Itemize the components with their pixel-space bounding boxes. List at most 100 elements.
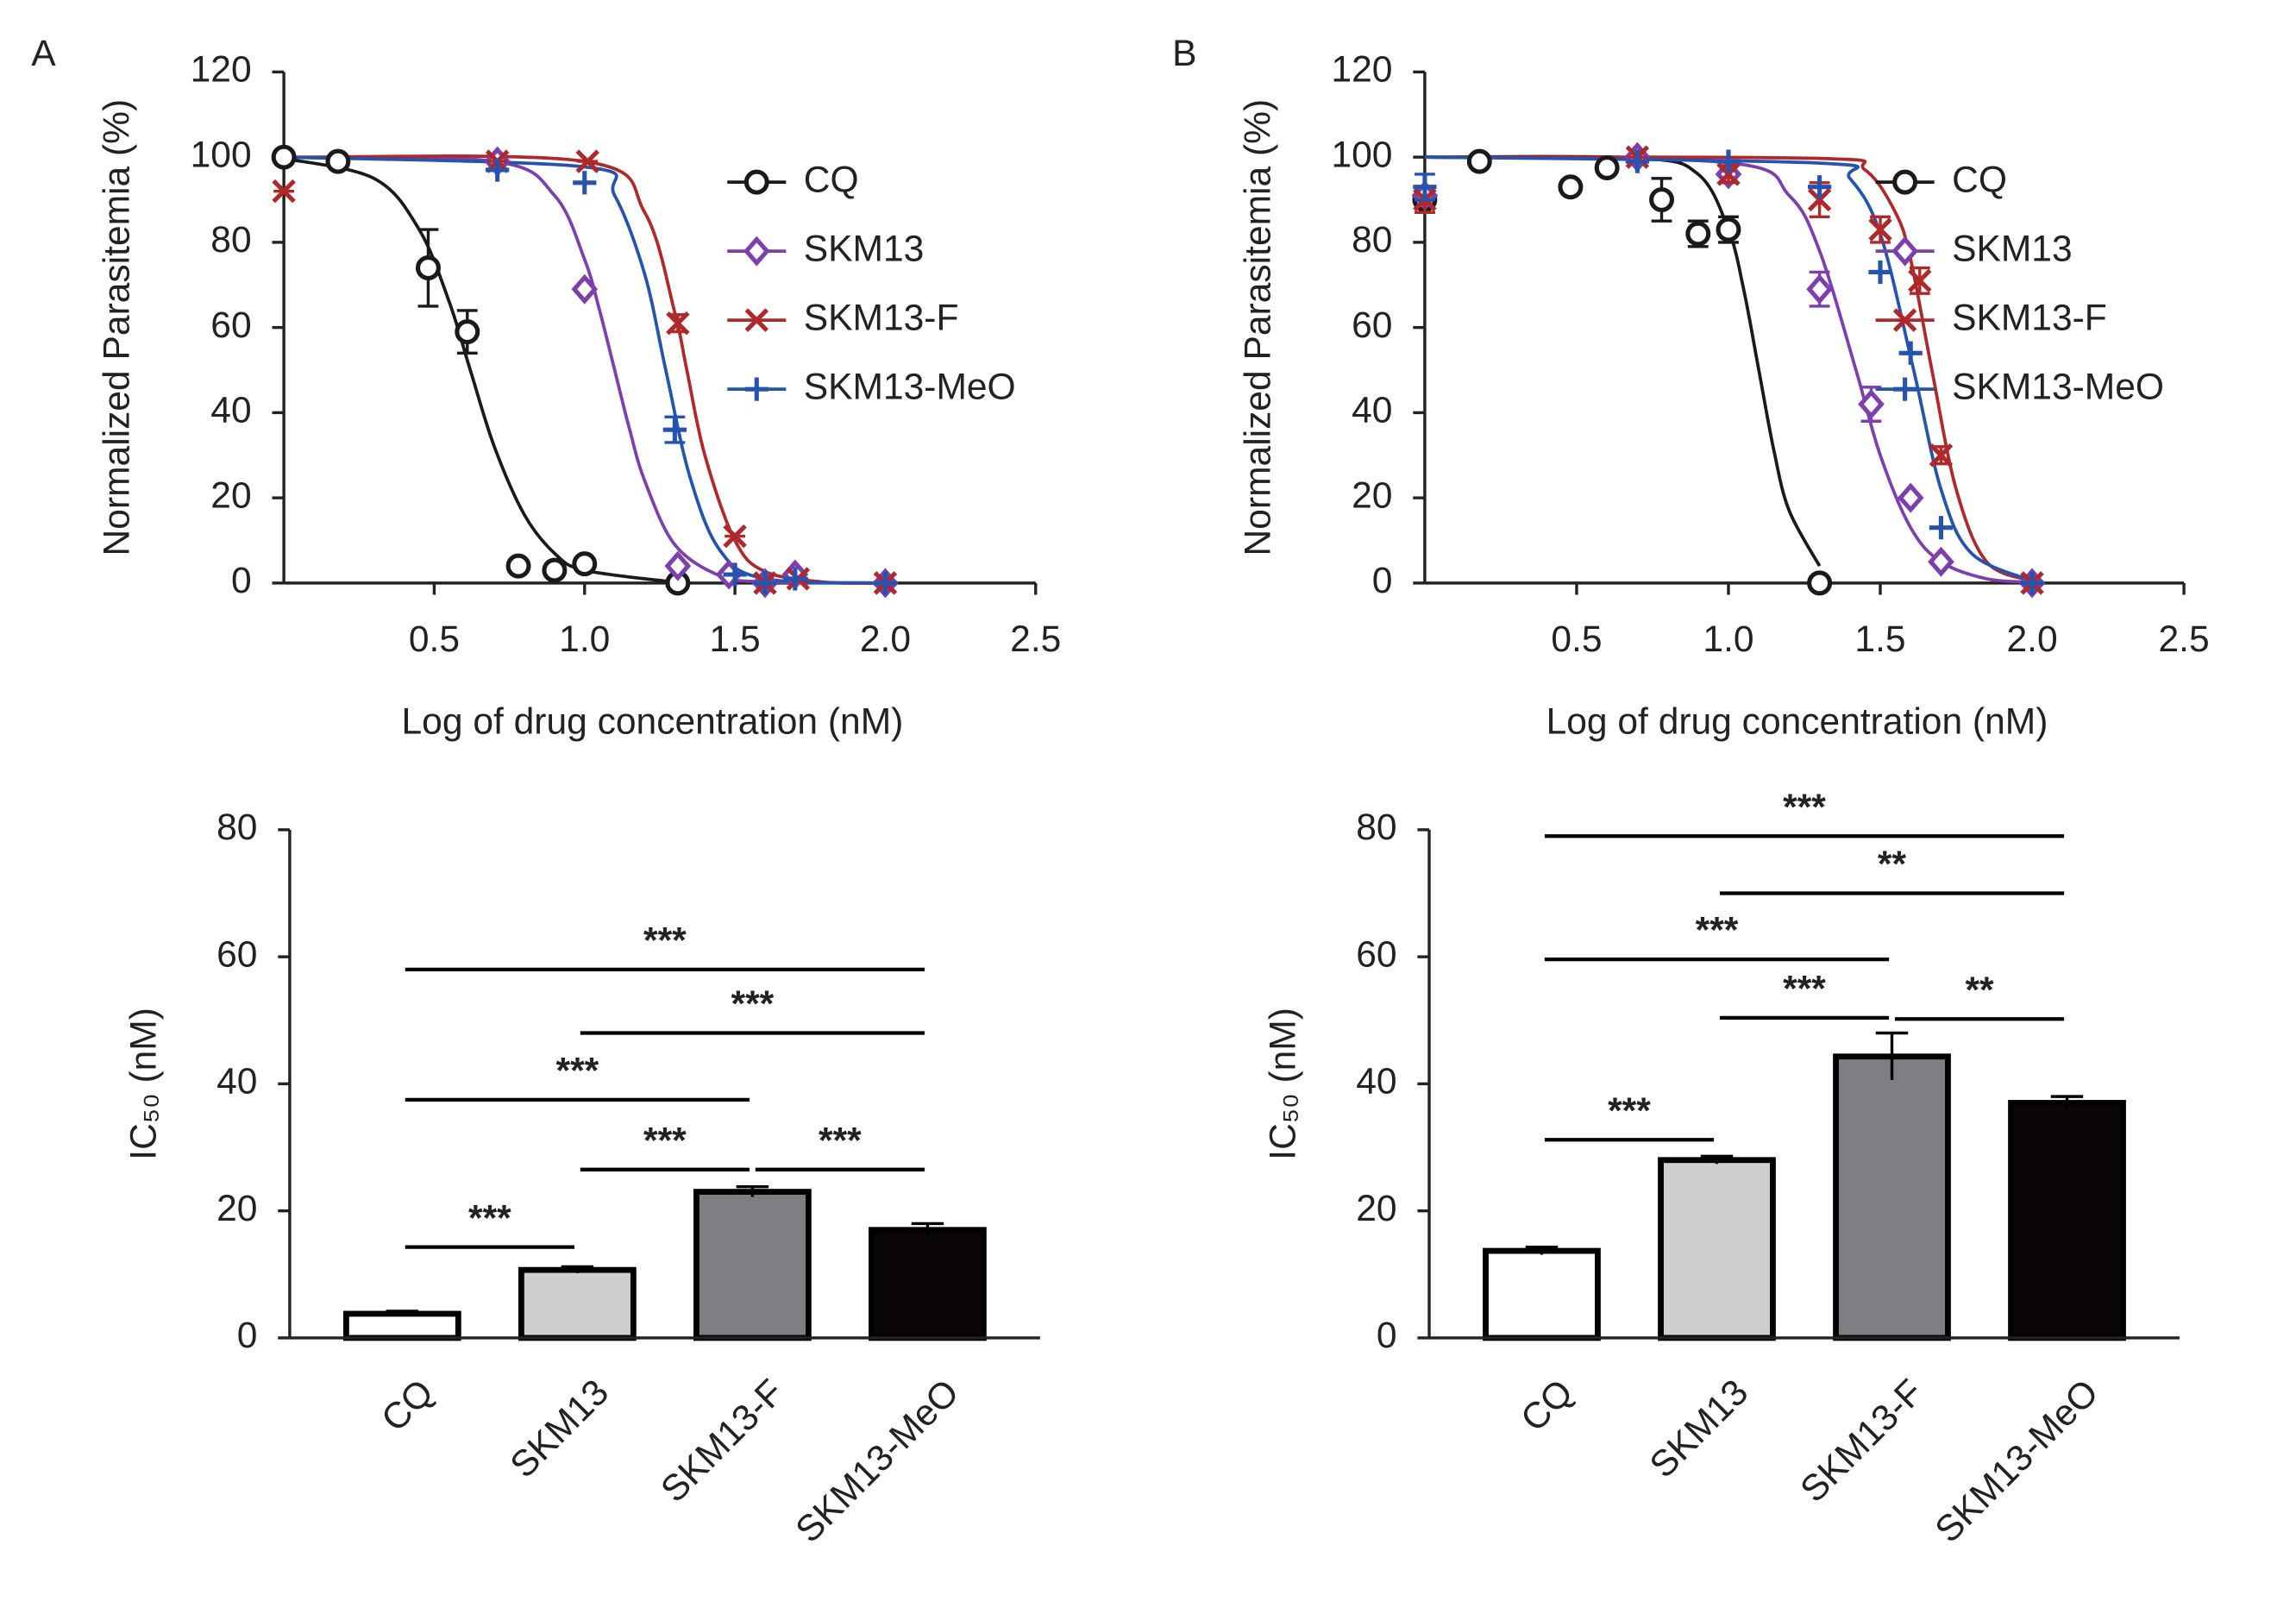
y-axis-label: IC₅₀ (nM) xyxy=(122,1008,164,1160)
x-tick-label: SKM13-MeO xyxy=(787,1372,967,1551)
legend-label: SKM13-F xyxy=(1952,297,2107,338)
y-tick-label: 40 xyxy=(210,390,251,431)
x-tick-label: 0.5 xyxy=(1551,619,1602,660)
marker xyxy=(542,557,568,583)
legend-label: CQ xyxy=(1952,159,2007,200)
y-tick-label: 0 xyxy=(1372,560,1393,601)
y-axis-label: IC₅₀ (nM) xyxy=(1262,1008,1303,1160)
y-tick-label: 60 xyxy=(1352,305,1392,346)
significance-label: *** xyxy=(643,1120,687,1161)
marker xyxy=(1928,546,1954,577)
legend-marker xyxy=(744,377,768,401)
marker xyxy=(572,551,598,577)
significance-label: ** xyxy=(1965,970,1994,1011)
error-bar xyxy=(2050,1095,2084,1109)
error-bar xyxy=(1525,1245,1559,1255)
y-tick-label: 100 xyxy=(191,134,252,175)
marker xyxy=(2020,571,2044,595)
x-tick-label: SKM13-F xyxy=(1792,1372,1931,1510)
error-bar xyxy=(561,1265,594,1273)
error-bar xyxy=(1875,1031,1909,1080)
marker xyxy=(455,319,480,345)
marker xyxy=(325,148,351,174)
x-tick-label: 1.5 xyxy=(710,619,761,660)
bar xyxy=(2008,1100,2126,1341)
marker xyxy=(1868,217,1892,242)
legend-marker xyxy=(743,236,770,267)
marker xyxy=(415,255,441,280)
marker xyxy=(1908,268,1932,293)
bar xyxy=(1658,1157,1776,1341)
y-tick-label: 0 xyxy=(231,560,252,601)
significance-label: *** xyxy=(1696,910,1739,951)
error-bar xyxy=(911,1221,944,1237)
marker xyxy=(723,524,747,549)
y-tick-label: 20 xyxy=(1352,474,1392,516)
fit-curve xyxy=(284,154,886,586)
x-tick-label: 2.0 xyxy=(860,619,911,660)
marker xyxy=(666,311,690,336)
significance-label: *** xyxy=(1783,787,1826,828)
x-tick-label: SKM13-F xyxy=(653,1372,792,1510)
bar xyxy=(693,1189,812,1341)
y-tick-label: 20 xyxy=(210,474,251,516)
marker xyxy=(1929,516,1954,540)
legend-label: SKM13 xyxy=(1952,228,2073,269)
x-tick-label: 1.0 xyxy=(1703,619,1753,660)
significance-label: *** xyxy=(1783,968,1826,1009)
marker xyxy=(575,149,599,173)
x-axis-label: Log of drug concentration (nM) xyxy=(402,701,904,743)
legend-marker xyxy=(1892,169,1918,195)
x-tick-label: CQ xyxy=(373,1372,442,1440)
y-tick-label: 60 xyxy=(216,933,257,975)
error-bar xyxy=(386,1309,419,1316)
significance-label: *** xyxy=(643,920,687,961)
fit-curve xyxy=(283,156,675,584)
fit-curve xyxy=(1424,154,1822,568)
significance-label: *** xyxy=(1608,1090,1651,1132)
bar xyxy=(518,1266,637,1341)
x-tick-label: 2.5 xyxy=(2159,619,2210,660)
x-axis-label: Log of drug concentration (nM) xyxy=(1546,701,2048,743)
bar xyxy=(1483,1247,1601,1341)
legend-marker xyxy=(1891,236,1918,267)
marker xyxy=(873,571,898,595)
y-tick-label: 40 xyxy=(1352,390,1392,431)
y-tick-label: 60 xyxy=(210,305,251,346)
marker xyxy=(505,553,531,579)
legend-label: SKM13-F xyxy=(804,297,959,338)
x-tick-label: SKM13 xyxy=(1642,1372,1757,1486)
bar xyxy=(1833,1053,1951,1341)
marker xyxy=(1413,175,1437,199)
legend-marker xyxy=(1892,308,1917,332)
marker xyxy=(571,273,599,305)
marker xyxy=(573,171,597,195)
marker xyxy=(1807,187,1832,212)
marker xyxy=(1807,570,1833,596)
marker xyxy=(1716,162,1741,186)
fit-curve xyxy=(284,155,886,585)
legend-label: SKM13 xyxy=(804,228,925,269)
marker xyxy=(1558,174,1584,200)
marker xyxy=(1625,149,1649,173)
y-tick-label: 100 xyxy=(1331,134,1392,175)
marker xyxy=(1716,217,1741,242)
x-tick-label: 0.5 xyxy=(409,619,460,660)
bar xyxy=(869,1227,987,1341)
panel-label: B xyxy=(1172,33,1196,74)
fit-curve xyxy=(284,155,886,585)
x-tick-label: SKM13 xyxy=(502,1372,617,1486)
y-tick-label: 0 xyxy=(237,1315,258,1356)
x-tick-label: 1.5 xyxy=(1854,619,1905,660)
marker xyxy=(1466,148,1492,174)
y-axis-label: Normalized Parasitemia (%) xyxy=(97,99,138,556)
marker xyxy=(1807,175,1832,199)
bar xyxy=(342,1310,461,1341)
y-tick-label: 120 xyxy=(191,49,252,91)
marker xyxy=(664,550,692,581)
legend-marker xyxy=(1892,377,1917,401)
marker xyxy=(1898,341,1923,365)
y-tick-label: 120 xyxy=(1331,49,1392,91)
marker xyxy=(1649,187,1674,213)
